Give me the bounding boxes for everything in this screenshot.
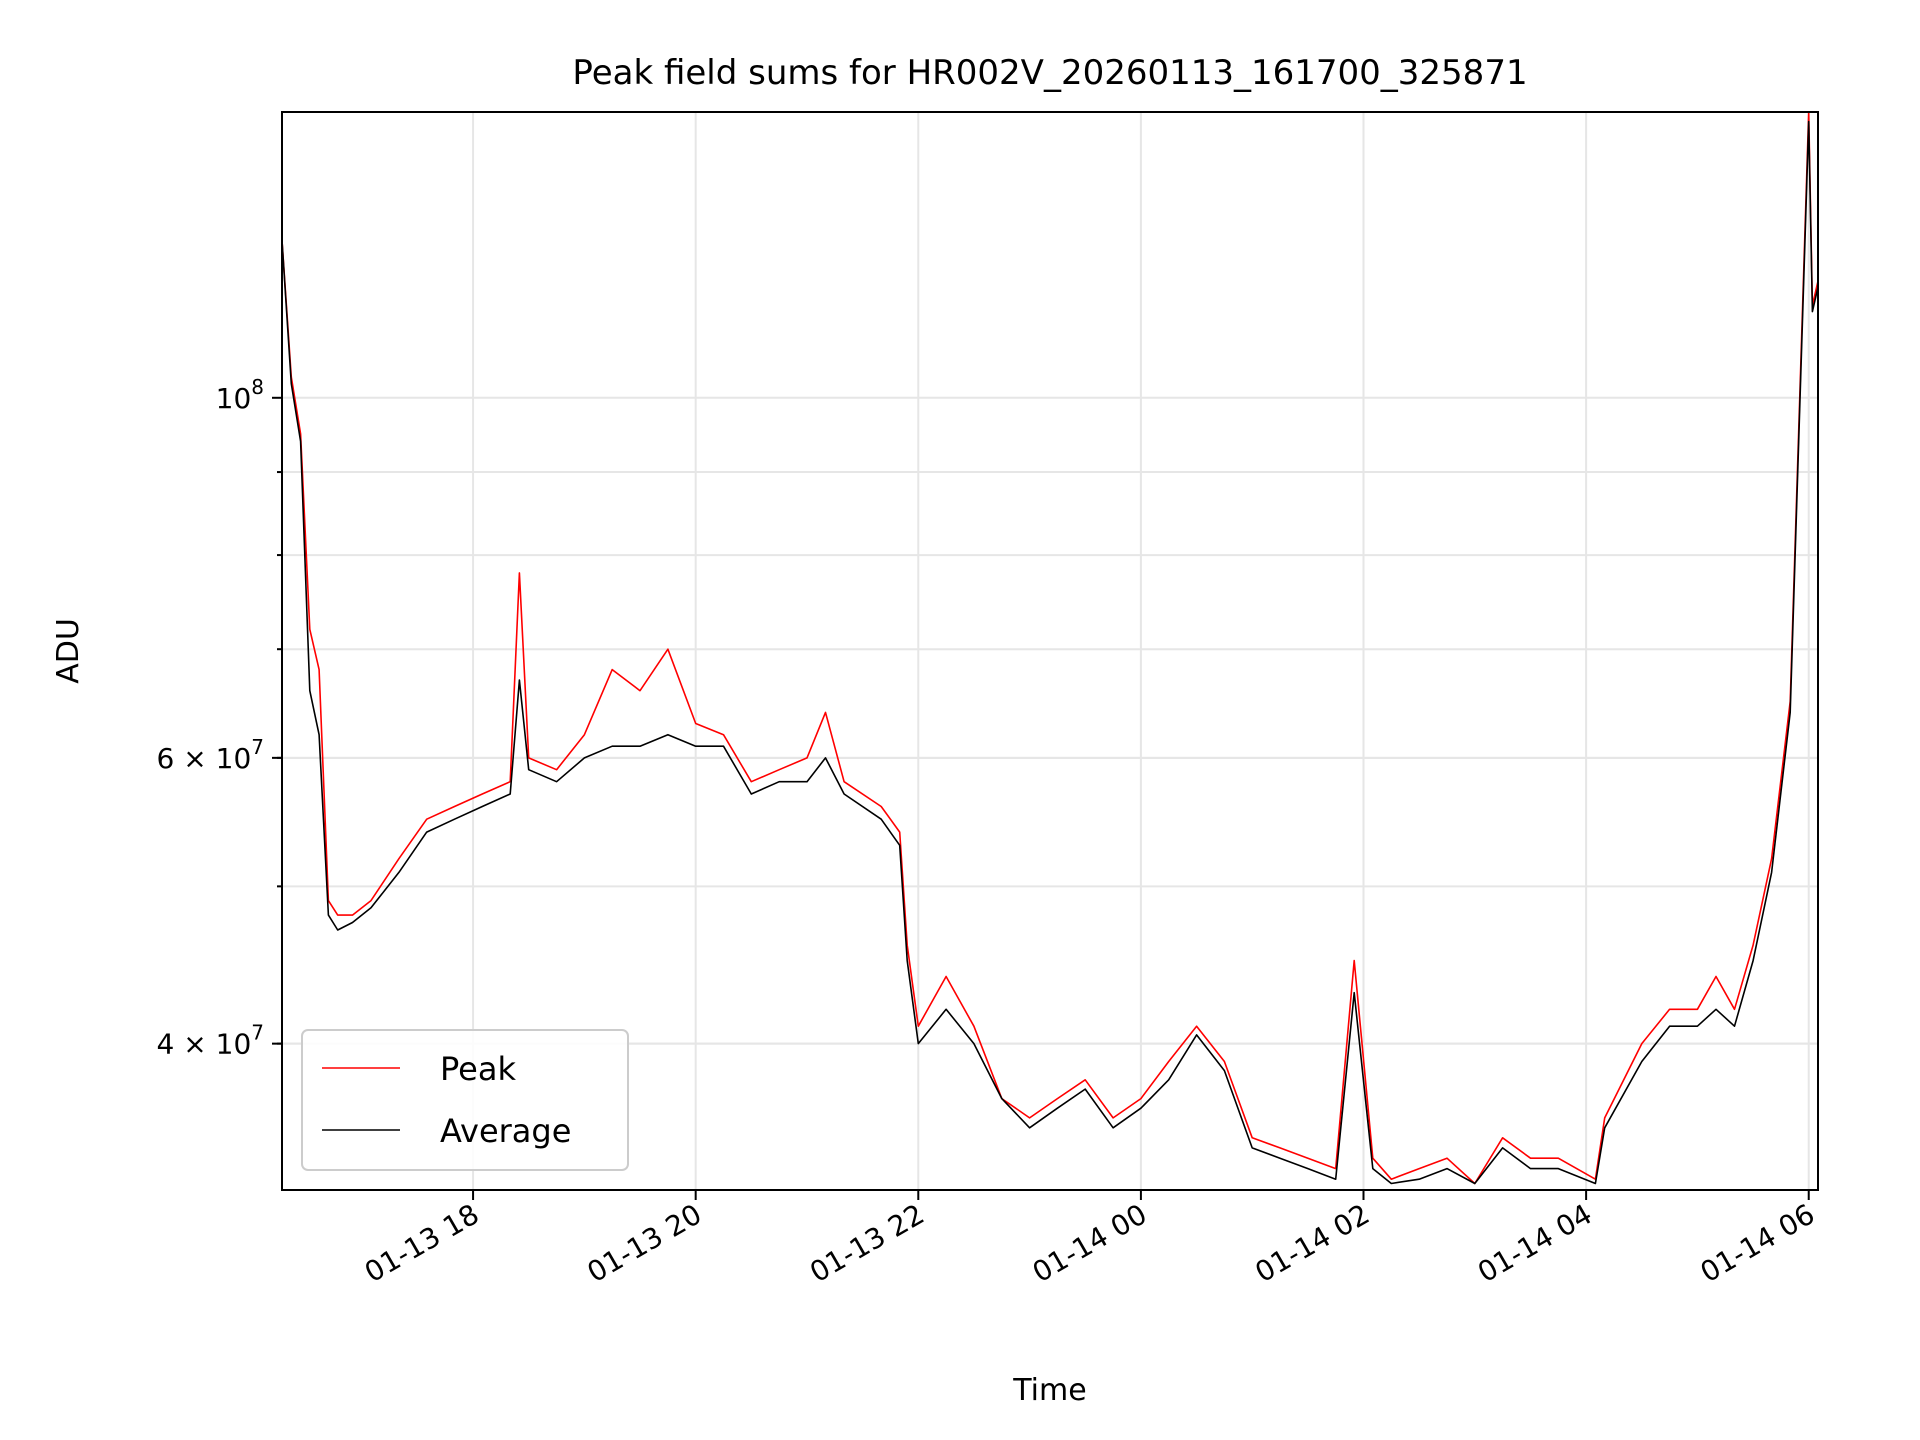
y-tick-label: 108: [216, 375, 264, 415]
legend-label-peak: Peak: [440, 1050, 516, 1088]
grid: [282, 112, 1818, 1190]
chart-title: Peak field sums for HR002V_20260113_1617…: [572, 53, 1527, 93]
y-tick-label: 6 × 107: [157, 735, 264, 775]
y-axis-label: ADU: [51, 618, 86, 684]
average-line: [281, 120, 1819, 1185]
legend-label-average: Average: [440, 1112, 571, 1150]
legend-box: [301, 1029, 629, 1171]
legend: Peak Average: [301, 1029, 629, 1171]
y-tick-label: 4 × 107: [157, 1021, 264, 1061]
plot-frame: [281, 111, 1819, 1191]
x-axis-label: Time: [1012, 1373, 1086, 1408]
series-lines: [281, 111, 1819, 1185]
